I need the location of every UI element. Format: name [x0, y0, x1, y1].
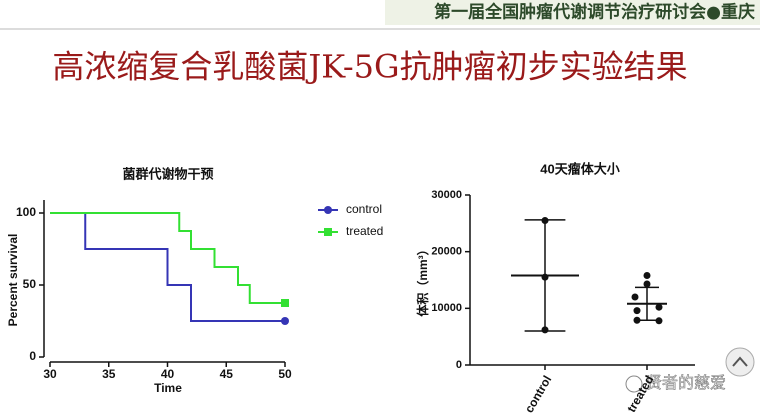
- arrow-icon: [732, 356, 748, 367]
- data-point: [541, 217, 549, 224]
- y-tick-label: 30000: [431, 189, 462, 201]
- y-tick-label: 20000: [431, 246, 462, 258]
- watermark: 贤者的慈爱: [646, 374, 726, 392]
- data-point: [643, 280, 651, 288]
- data-point: [655, 303, 663, 311]
- y-axis-label: Percent survival: [6, 234, 20, 327]
- legend-label: treated: [346, 224, 383, 238]
- x-tick-label: 45: [220, 367, 234, 381]
- x-tick-label: treated: [624, 373, 656, 415]
- survival-line: [50, 212, 285, 322]
- survival-line: [50, 212, 285, 304]
- data-point: [633, 307, 641, 315]
- chart-title: 菌群代谢物干预: [122, 166, 213, 181]
- y-tick-label: 0: [29, 349, 36, 363]
- marker: [324, 228, 332, 236]
- y-tick-label: 0: [456, 359, 462, 371]
- x-axis-label: Time: [154, 381, 182, 395]
- watermark-icon: [625, 375, 643, 393]
- y-tick-label: 100: [16, 205, 36, 219]
- banner-bg: [385, 0, 760, 25]
- x-tick-label: 40: [161, 367, 175, 381]
- marker: [324, 206, 332, 214]
- x-tick-label: 30: [43, 367, 57, 381]
- data-point: [643, 271, 651, 279]
- data-point: [541, 273, 549, 281]
- marker: [281, 299, 289, 307]
- chart-title: 40天瘤体大小: [540, 161, 619, 176]
- data-point: [633, 316, 641, 324]
- legend-label: control: [346, 202, 382, 216]
- data-point: [655, 317, 663, 325]
- data-point: [541, 326, 549, 334]
- slide-title: 高浓缩复合乳酸菌JK-5G抗肿瘤初步实验结果: [52, 48, 687, 86]
- marker: [281, 317, 289, 325]
- scroll-top-button[interactable]: [725, 347, 755, 377]
- x-tick-label: 50: [278, 367, 292, 381]
- banner: 第一届全国肿瘤代谢调节治疗研讨会●重庆: [434, 2, 755, 23]
- x-tick-label: 35: [102, 367, 116, 381]
- x-tick-label: control: [522, 373, 554, 415]
- y-axis-label: 体积（mm³）: [415, 243, 430, 316]
- y-tick-label: 10000: [431, 302, 462, 314]
- y-tick-label: 50: [23, 277, 37, 291]
- data-point: [631, 293, 639, 301]
